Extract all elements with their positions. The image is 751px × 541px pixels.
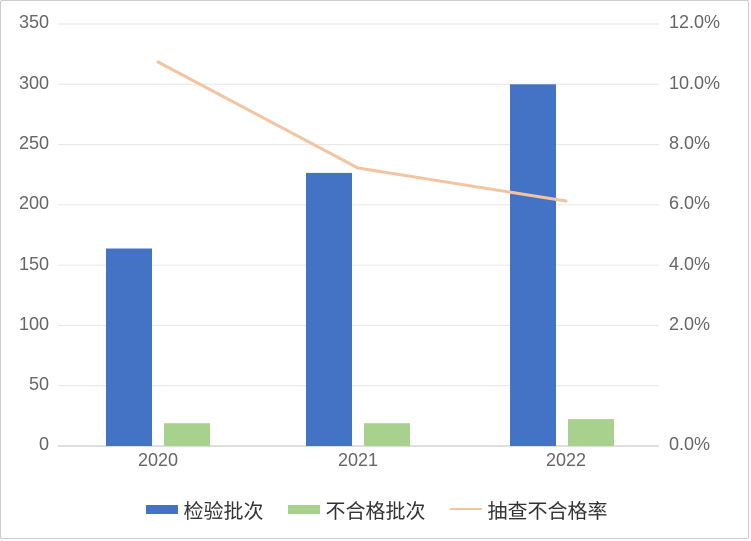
svg-text:2021: 2021 [338, 450, 378, 470]
svg-text:2.0%: 2.0% [669, 314, 710, 334]
svg-text:6.0%: 6.0% [669, 193, 710, 213]
svg-text:200: 200 [19, 193, 49, 213]
svg-text:0.0%: 0.0% [669, 434, 710, 454]
svg-text:0: 0 [39, 434, 49, 454]
svg-text:50: 50 [29, 374, 49, 394]
svg-text:350: 350 [19, 12, 49, 32]
svg-text:8.0%: 8.0% [669, 133, 710, 153]
svg-text:12.0%: 12.0% [669, 12, 720, 32]
svg-text:10.0%: 10.0% [669, 73, 720, 93]
svg-text:4.0%: 4.0% [669, 254, 710, 274]
svg-text:250: 250 [19, 133, 49, 153]
svg-text:2022: 2022 [546, 450, 586, 470]
svg-text:100: 100 [19, 314, 49, 334]
svg-text:2020: 2020 [138, 450, 178, 470]
svg-text:150: 150 [19, 254, 49, 274]
svg-text:300: 300 [19, 73, 49, 93]
